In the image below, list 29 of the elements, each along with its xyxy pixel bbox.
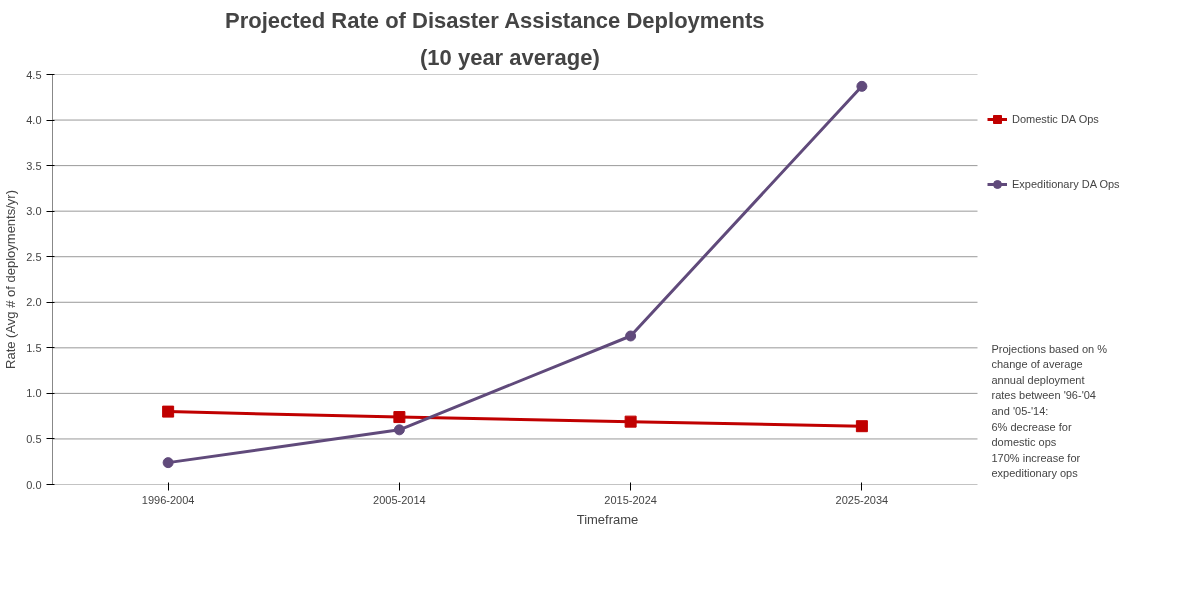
point xyxy=(625,330,637,342)
point xyxy=(393,411,406,424)
point xyxy=(162,457,174,469)
chart-title: Projected Rate of Disaster Assistance Deployments xyxy=(225,7,765,33)
x-tick-label: 2025-2034 xyxy=(835,493,889,506)
x-tick-label: 2005-2014 xyxy=(373,493,426,506)
point xyxy=(624,415,637,428)
y-axis-title: Rate (Avg # of deployments/yr) xyxy=(3,190,19,369)
legend-label: Expeditionary DA Ops xyxy=(1012,178,1120,190)
y-tick-label: 3.0 xyxy=(26,205,42,218)
y-tick-label: 2.5 xyxy=(26,250,42,263)
y-tick-label: 1.0 xyxy=(26,387,42,400)
legend-label: Domestic DA Ops xyxy=(1012,113,1099,125)
text: Projections based on % change of average annual deployment rates between '96-'04 and '05-'14: 6% decrease for domestic ops 170% increase for expeditionary ops xyxy=(991,342,1108,480)
y-tick-label: 1.5 xyxy=(26,341,42,354)
y-tick-label: 3.5 xyxy=(26,159,42,172)
point xyxy=(856,80,868,92)
point xyxy=(855,420,868,433)
y-tick-label: 2.0 xyxy=(26,296,42,309)
x-axis-title: Timeframe xyxy=(576,511,639,527)
point xyxy=(162,405,175,418)
x-tick-label: 2015-2024 xyxy=(604,493,657,506)
chart-subtitle: (10 year average) xyxy=(420,44,600,70)
y-tick-label: 4.5 xyxy=(26,68,42,81)
y-tick-label: 4.0 xyxy=(26,114,42,127)
x-tick-label: 1996-2004 xyxy=(141,493,195,506)
y-tick-label: 0.5 xyxy=(26,432,42,445)
point xyxy=(393,424,405,436)
y-tick-label: 0.0 xyxy=(26,478,42,491)
